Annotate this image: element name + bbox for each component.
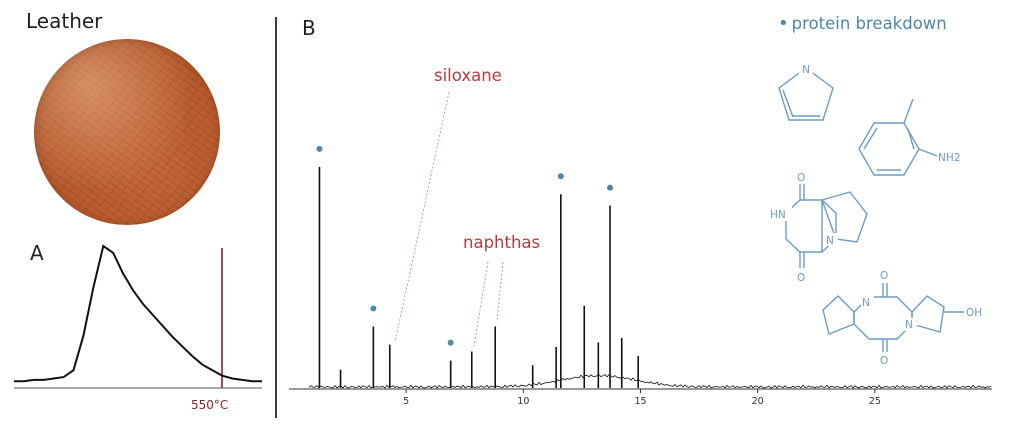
- protein-breakdown-marker: [557, 173, 564, 180]
- protein-breakdown-marker: [316, 145, 323, 152]
- diketo-ring-n-label: N: [826, 235, 834, 247]
- naphthas-leader-line-2: [496, 261, 504, 323]
- carbonyl-o-top-label: O: [797, 172, 805, 184]
- x-tick-label: 25: [869, 396, 881, 407]
- legend-dot-icon: •: [778, 13, 789, 34]
- protein-breakdown-marker: [370, 305, 377, 312]
- temperature-label: 550°C: [191, 398, 229, 412]
- thermogram-chart: [14, 244, 262, 389]
- pyrrole-n-label: N: [802, 64, 810, 76]
- annotation-siloxane: siloxane: [434, 66, 502, 85]
- annotation-naphthas: naphthas: [463, 233, 541, 252]
- panel-divider: [275, 17, 277, 418]
- legend: • protein breakdown: [778, 13, 947, 34]
- dimer-carbonyl-top-label: O: [880, 270, 888, 282]
- siloxane-leader-line: [394, 91, 450, 343]
- amine-label: NH2: [938, 152, 960, 164]
- diketopiperazine-structure: O O HN N: [768, 172, 868, 284]
- leather-swatch-image: [34, 39, 220, 225]
- toluidine-structure: NH2: [858, 98, 960, 176]
- dimer-ring-n-left-label: N: [862, 297, 870, 309]
- diketo-nh-label: HN: [770, 209, 786, 221]
- hydroxy-label: OH: [966, 307, 982, 319]
- carbonyl-o-bottom-label: O: [797, 272, 805, 284]
- protein-breakdown-marker: [607, 184, 614, 191]
- pyrrole-structure: N: [778, 62, 834, 121]
- x-tick-label: 10: [517, 396, 529, 407]
- chromatogram-baseline: [308, 373, 992, 389]
- chromatogram-chart: 5 10 15 20 25: [289, 91, 992, 407]
- dimer-ring-n-right-label: N: [905, 319, 913, 331]
- dimer-carbonyl-bottom-label: O: [880, 355, 888, 367]
- leather-title: Leather: [26, 9, 103, 33]
- x-tick-label: 15: [634, 396, 646, 407]
- panel-a-label: A: [30, 241, 44, 265]
- protein-breakdown-marker: [447, 339, 454, 346]
- thermogram-series-line: [14, 244, 262, 383]
- panel-b-label: B: [302, 16, 316, 40]
- hydroxyproline-dimer-structure: O O N N OH: [822, 270, 982, 367]
- legend-label: protein breakdown: [791, 14, 947, 33]
- x-tick-label: 5: [403, 396, 409, 407]
- naphthas-leader-line-1: [473, 261, 489, 347]
- x-tick-label: 20: [752, 396, 764, 407]
